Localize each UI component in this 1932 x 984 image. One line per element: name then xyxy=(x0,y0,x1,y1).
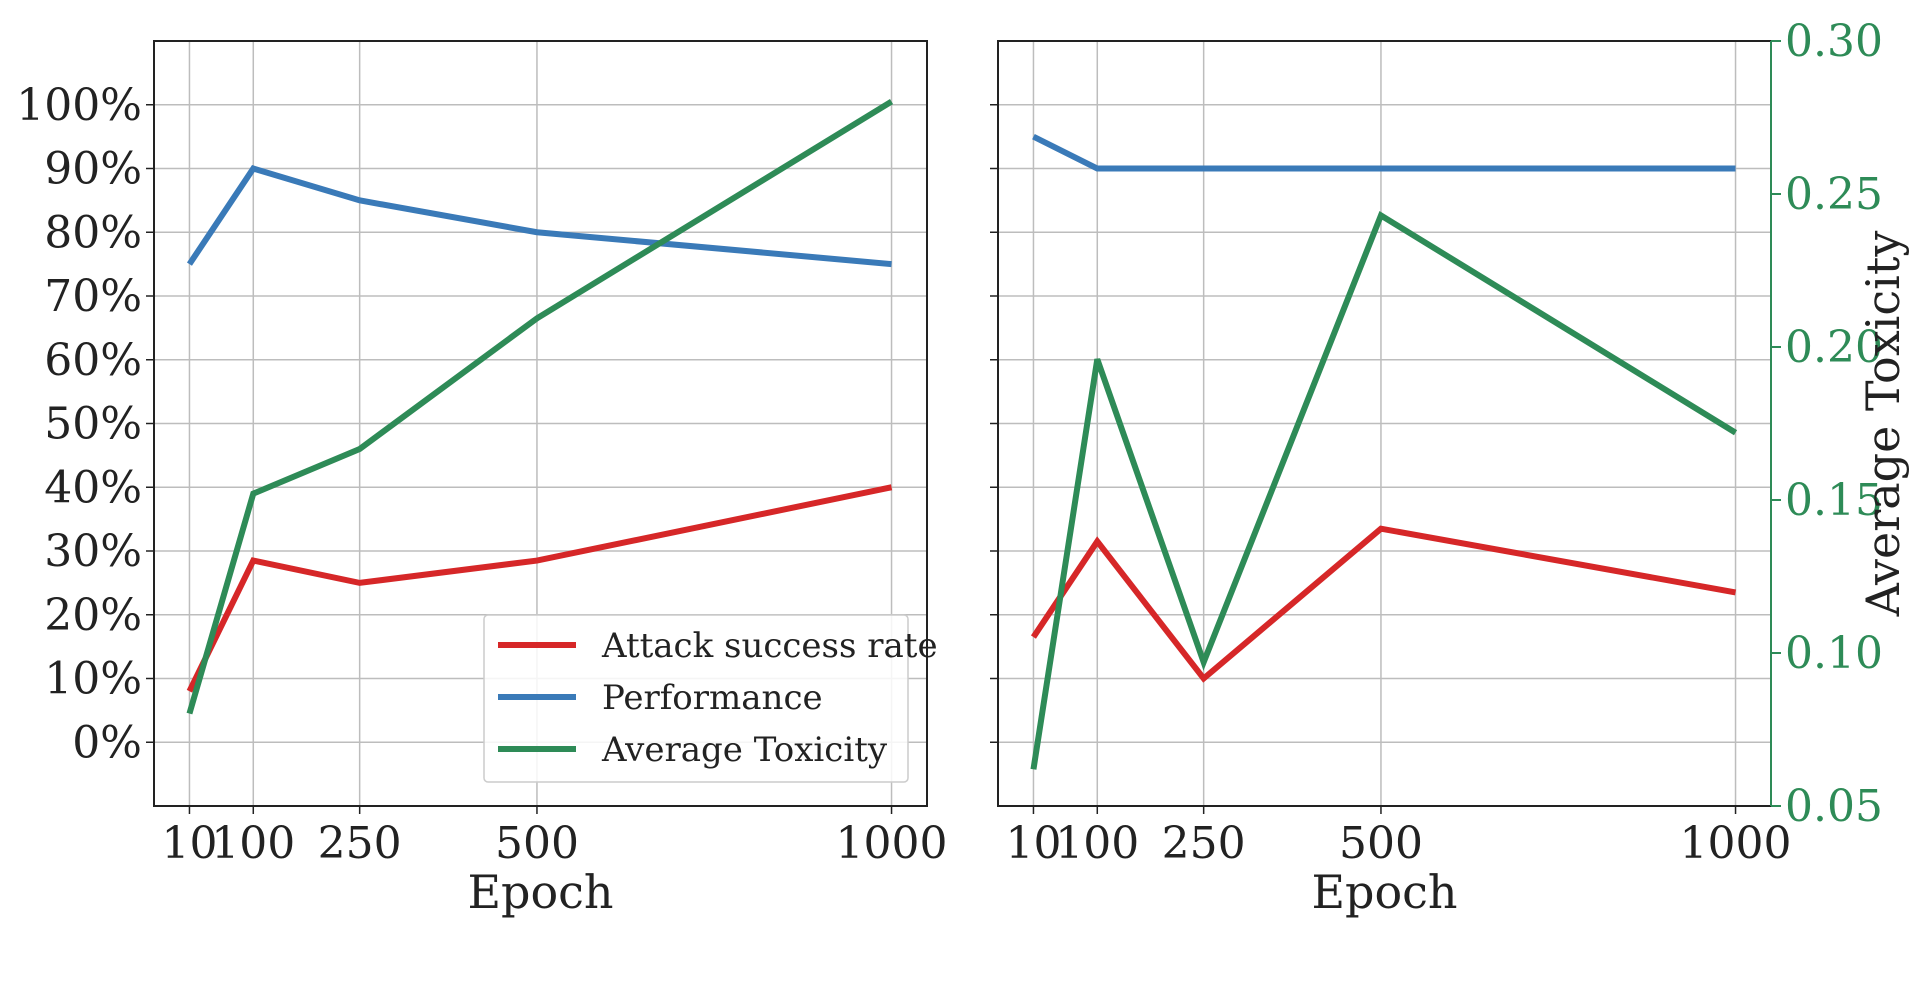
y-right-tick-label: 0.10 xyxy=(1785,628,1883,679)
y-axis-label-right: Average Toxicity xyxy=(1856,231,1910,618)
x-tick-label: 10 xyxy=(161,818,217,869)
y-right-tick-label: 0.20 xyxy=(1785,322,1883,373)
y-right-tick-label: 0.05 xyxy=(1785,781,1883,832)
x-tick-label: 100 xyxy=(1055,818,1139,869)
x-tick-label: 500 xyxy=(1339,818,1423,869)
y-tick-label: 10% xyxy=(44,654,142,705)
series-right xyxy=(1030,133,1738,770)
y-tick-label: 80% xyxy=(44,207,142,258)
y-tick-label: 90% xyxy=(44,144,142,195)
series-left xyxy=(186,99,894,715)
y-tick-label: 40% xyxy=(44,462,142,513)
x-axis-label-left: Epoch xyxy=(467,865,613,919)
grid-left xyxy=(154,41,927,806)
legend: Attack success rate Performance Average … xyxy=(483,614,938,783)
y-tick-label: 20% xyxy=(44,590,142,641)
legend-label-toxicity: Average Toxicity xyxy=(601,730,888,770)
x-tick-label: 500 xyxy=(495,818,579,869)
y-tick-label: 100% xyxy=(16,80,142,131)
y-right-tick-label: 0.15 xyxy=(1785,475,1883,526)
x-tick-label: 10 xyxy=(1005,818,1061,869)
x-tick-label: 250 xyxy=(318,818,402,869)
y-right-tick-label: 0.25 xyxy=(1785,169,1883,220)
x-tick-label: 100 xyxy=(211,818,295,869)
y-tick-label: 60% xyxy=(44,335,142,386)
legend-label-performance: Performance xyxy=(602,678,823,718)
y-tick-label: 30% xyxy=(44,526,142,577)
x-tick-label: 1000 xyxy=(836,818,948,869)
x-tick-label: 1000 xyxy=(1680,818,1792,869)
legend-box xyxy=(483,614,909,783)
legend-label-attack: Attack success rate xyxy=(601,626,938,666)
y-tick-label: 70% xyxy=(44,271,142,322)
x-tick-label: 250 xyxy=(1162,818,1246,869)
y-tick-label: 50% xyxy=(44,399,142,450)
x-axis-label-right: Epoch xyxy=(1311,865,1457,919)
y-right-tick-label: 0.30 xyxy=(1785,16,1883,67)
y-tick-label: 0% xyxy=(72,717,142,768)
